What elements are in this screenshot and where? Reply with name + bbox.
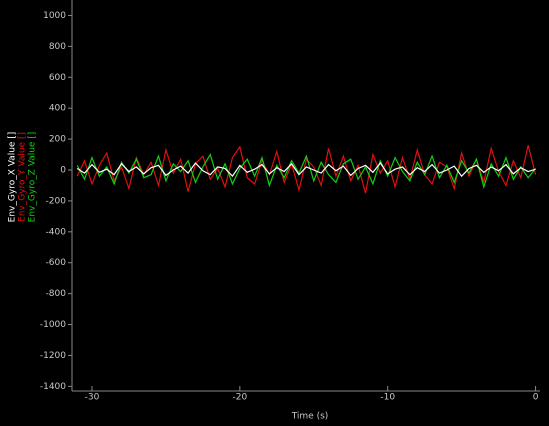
- y-tick-label: -1200: [40, 351, 66, 361]
- y-tick-label: 600: [49, 73, 66, 83]
- y-tick-label: 1000: [43, 11, 66, 21]
- x-tick-label: -20: [232, 393, 247, 403]
- y-tick-label: 400: [49, 104, 66, 114]
- x-tick-label: -30: [85, 393, 100, 403]
- x-tick-label: -10: [380, 393, 395, 403]
- y-tick-label: -800: [46, 289, 67, 299]
- y-tick-label: 0: [60, 166, 66, 176]
- x-tick-label: 0: [533, 393, 539, 403]
- y-tick-label: -200: [46, 196, 67, 206]
- series-line: [76, 162, 536, 178]
- y-tick-label: -1000: [40, 320, 66, 330]
- y-tick-label: 200: [49, 135, 66, 145]
- legend-entry: Env_Gyro_Z Value []: [28, 132, 38, 223]
- y-tick-label: -1400: [40, 382, 66, 392]
- legend-entry: Env_Gyro_X Value []: [8, 132, 18, 223]
- y-tick-label: 800: [49, 42, 66, 52]
- y-tick-label: -600: [46, 258, 67, 268]
- series-line: [76, 153, 537, 190]
- legend-entry: Env_Gyro_Y Value []: [18, 132, 28, 222]
- x-axis-label: Time (s): [291, 412, 329, 422]
- y-tick-label: -400: [46, 227, 67, 237]
